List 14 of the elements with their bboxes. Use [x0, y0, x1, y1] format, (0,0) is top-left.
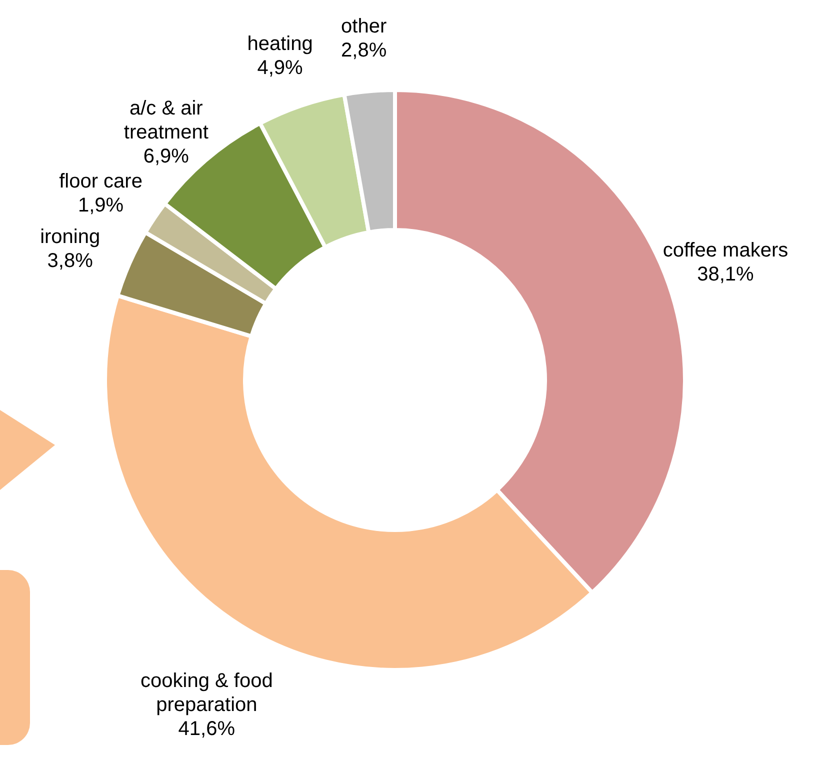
slice-label: other	[341, 15, 387, 38]
data-label: 1,9%	[78, 194, 124, 216]
slice-label: cooking & food preparation	[140, 670, 273, 716]
data-label: 41,6%	[178, 718, 236, 740]
data-label: 2,8%	[341, 39, 387, 62]
data-label: 3,8%	[47, 250, 94, 272]
slice-label: a/c & air treatment	[124, 98, 209, 144]
data-label: 38,1%	[697, 263, 754, 286]
slice-label: coffee makers	[662, 239, 788, 262]
data-label: 4,9%	[257, 57, 304, 80]
data-label: 6,9%	[143, 146, 190, 168]
slice-label: floor care	[59, 170, 142, 192]
slice-label: heating	[247, 33, 313, 56]
slice-label: ironing	[40, 226, 100, 248]
